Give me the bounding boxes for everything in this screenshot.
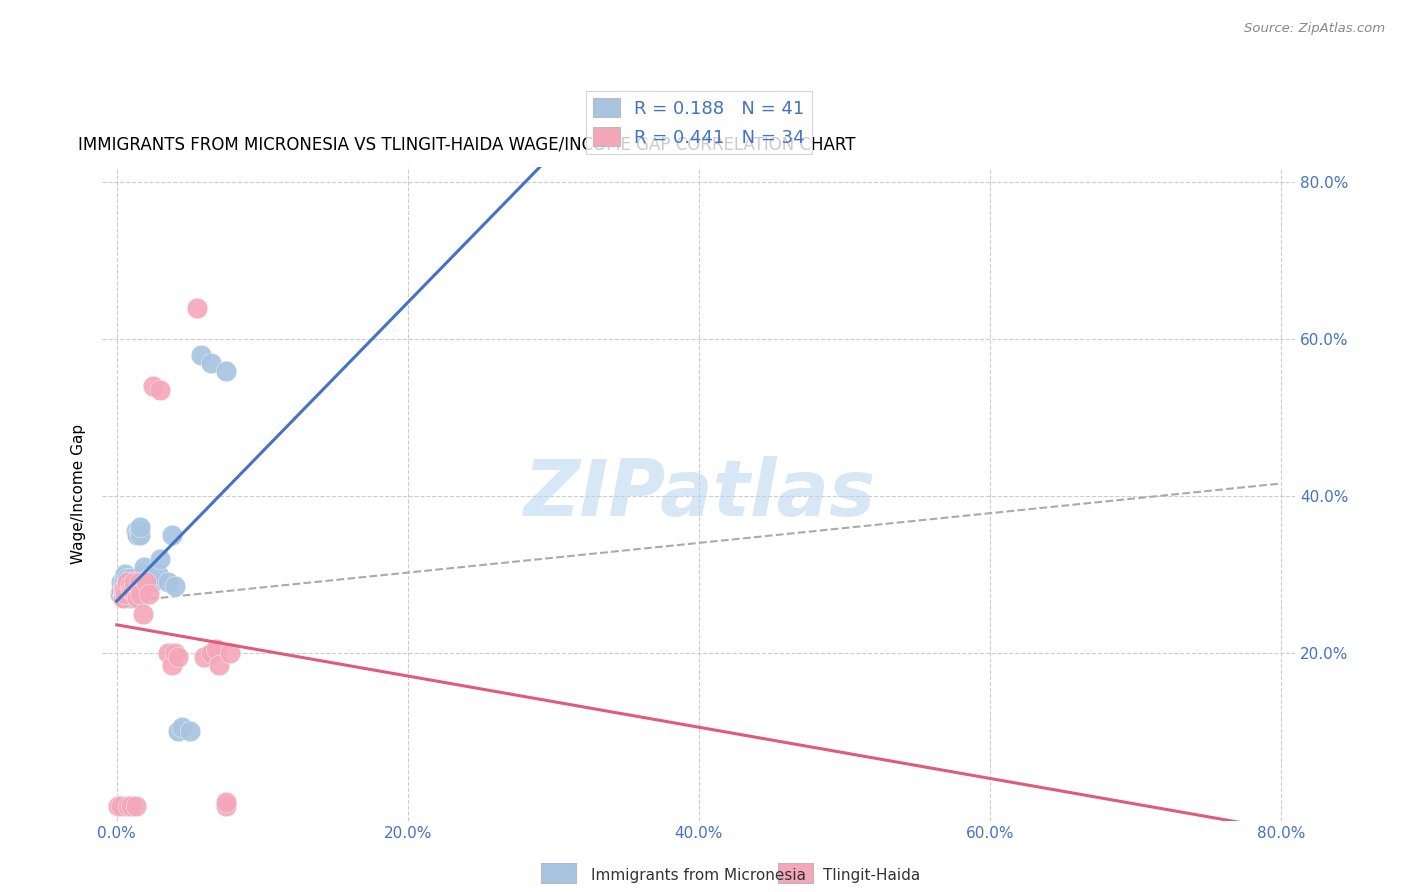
Point bbox=[142, 379, 165, 393]
Point bbox=[115, 575, 138, 590]
Point bbox=[112, 591, 135, 605]
Point bbox=[122, 575, 145, 590]
Point bbox=[167, 724, 190, 739]
Point bbox=[172, 720, 194, 734]
Point bbox=[110, 575, 132, 590]
Point bbox=[118, 579, 141, 593]
Point bbox=[127, 591, 149, 605]
Text: Tlingit-Haida: Tlingit-Haida bbox=[823, 869, 920, 883]
Point bbox=[118, 587, 141, 601]
Point bbox=[132, 607, 155, 621]
Point bbox=[111, 579, 134, 593]
Point bbox=[179, 724, 201, 739]
Point bbox=[111, 583, 134, 598]
Point bbox=[163, 579, 186, 593]
Point bbox=[135, 575, 157, 590]
Point bbox=[190, 348, 212, 362]
Point bbox=[215, 798, 238, 813]
Point bbox=[163, 646, 186, 660]
Point bbox=[160, 657, 183, 672]
Point bbox=[120, 571, 142, 585]
Point bbox=[110, 583, 132, 598]
Point bbox=[138, 571, 160, 585]
Point bbox=[117, 587, 139, 601]
Point bbox=[127, 528, 149, 542]
Point bbox=[149, 551, 172, 566]
Point bbox=[215, 363, 238, 377]
Point bbox=[112, 583, 135, 598]
Text: Source: ZipAtlas.com: Source: ZipAtlas.com bbox=[1244, 22, 1385, 36]
Point bbox=[115, 579, 138, 593]
Text: Immigrants from Micronesia: Immigrants from Micronesia bbox=[591, 869, 806, 883]
Point bbox=[115, 571, 138, 585]
Point bbox=[128, 524, 150, 539]
Point bbox=[121, 579, 143, 593]
Point bbox=[135, 575, 157, 590]
Point bbox=[111, 587, 134, 601]
Point bbox=[114, 587, 136, 601]
Point bbox=[156, 646, 179, 660]
Point bbox=[200, 646, 222, 660]
Point bbox=[142, 575, 165, 590]
Point bbox=[193, 649, 215, 664]
Text: ZIPatlas: ZIPatlas bbox=[523, 456, 875, 532]
Point bbox=[129, 587, 152, 601]
Point bbox=[138, 587, 160, 601]
Point bbox=[108, 587, 131, 601]
Point bbox=[149, 383, 172, 397]
Point bbox=[125, 524, 148, 539]
Point bbox=[121, 575, 143, 590]
Point bbox=[107, 798, 129, 813]
Y-axis label: Wage/Income Gap: Wage/Income Gap bbox=[72, 424, 86, 564]
Point bbox=[128, 575, 150, 590]
Point bbox=[160, 528, 183, 542]
Point bbox=[134, 559, 156, 574]
Point bbox=[117, 798, 139, 813]
Point bbox=[118, 591, 141, 605]
Point bbox=[132, 567, 155, 582]
Point bbox=[120, 798, 142, 813]
Text: IMMIGRANTS FROM MICRONESIA VS TLINGIT-HAIDA WAGE/INCOME GAP CORRELATION CHART: IMMIGRANTS FROM MICRONESIA VS TLINGIT-HA… bbox=[79, 136, 856, 154]
Point bbox=[121, 583, 143, 598]
Point bbox=[114, 583, 136, 598]
Point bbox=[146, 567, 169, 582]
Legend: R = 0.188   N = 41, R = 0.441   N = 34: R = 0.188 N = 41, R = 0.441 N = 34 bbox=[585, 90, 813, 153]
Point bbox=[186, 301, 208, 315]
Point bbox=[129, 520, 152, 534]
Point bbox=[117, 579, 139, 593]
Point bbox=[111, 591, 134, 605]
Point bbox=[125, 798, 148, 813]
Point bbox=[204, 641, 226, 656]
Point bbox=[200, 356, 222, 370]
Point bbox=[207, 657, 229, 672]
Point bbox=[120, 583, 142, 598]
Point bbox=[167, 649, 190, 664]
Point bbox=[112, 571, 135, 585]
Point bbox=[219, 646, 242, 660]
Point bbox=[114, 567, 136, 582]
Point bbox=[120, 583, 142, 598]
Point bbox=[129, 528, 152, 542]
Point bbox=[215, 795, 238, 809]
Point bbox=[156, 575, 179, 590]
Point bbox=[110, 798, 132, 813]
Point bbox=[122, 587, 145, 601]
